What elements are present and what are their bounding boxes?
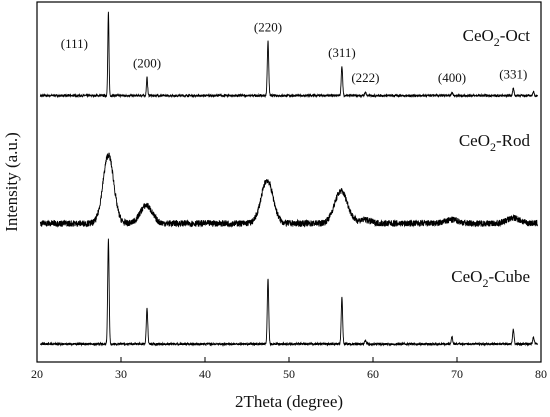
series-line-ceo2-cube (39, 238, 538, 347)
x-tick-label-70: 70 (451, 367, 463, 381)
x-tick-label-30: 30 (115, 367, 127, 381)
peak-label-111: (111) (61, 36, 88, 51)
x-tick-label-20: 20 (31, 367, 43, 381)
series-line-ceo2-rod (39, 152, 538, 228)
series-label-ceo2-rod: CeO2-Rod (459, 131, 531, 154)
plot-frame (36, 1, 542, 363)
peak-label-400: (400) (438, 70, 466, 85)
x-tick-label-40: 40 (199, 367, 211, 381)
x-axis-label: 2Theta (degree) (235, 392, 343, 411)
peak-label-311: (311) (328, 45, 356, 60)
peak-label-220: (220) (254, 20, 282, 35)
x-ticks: 20 30 40 50 60 70 80 (31, 357, 547, 381)
x-tick-label-50: 50 (283, 367, 295, 381)
x-tick-label-80: 80 (535, 367, 547, 381)
series-group (39, 11, 538, 347)
series-label-ceo2-cube: CeO2-Cube (451, 267, 530, 290)
y-axis-label: Intensity (a.u.) (2, 132, 21, 232)
x-tick-label-60: 60 (367, 367, 379, 381)
series-labels: CeO2-Oct CeO2-Rod CeO2-Cube (451, 26, 530, 290)
peak-label-222: (222) (351, 70, 379, 85)
peak-label-331: (331) (499, 66, 527, 81)
series-label-ceo2-oct: CeO2-Oct (463, 26, 531, 49)
series-line-ceo2-oct (39, 11, 538, 99)
peak-label-200: (200) (133, 56, 161, 71)
peak-labels: (111) (200) (220) (311) (222) (400) (331) (61, 20, 528, 85)
